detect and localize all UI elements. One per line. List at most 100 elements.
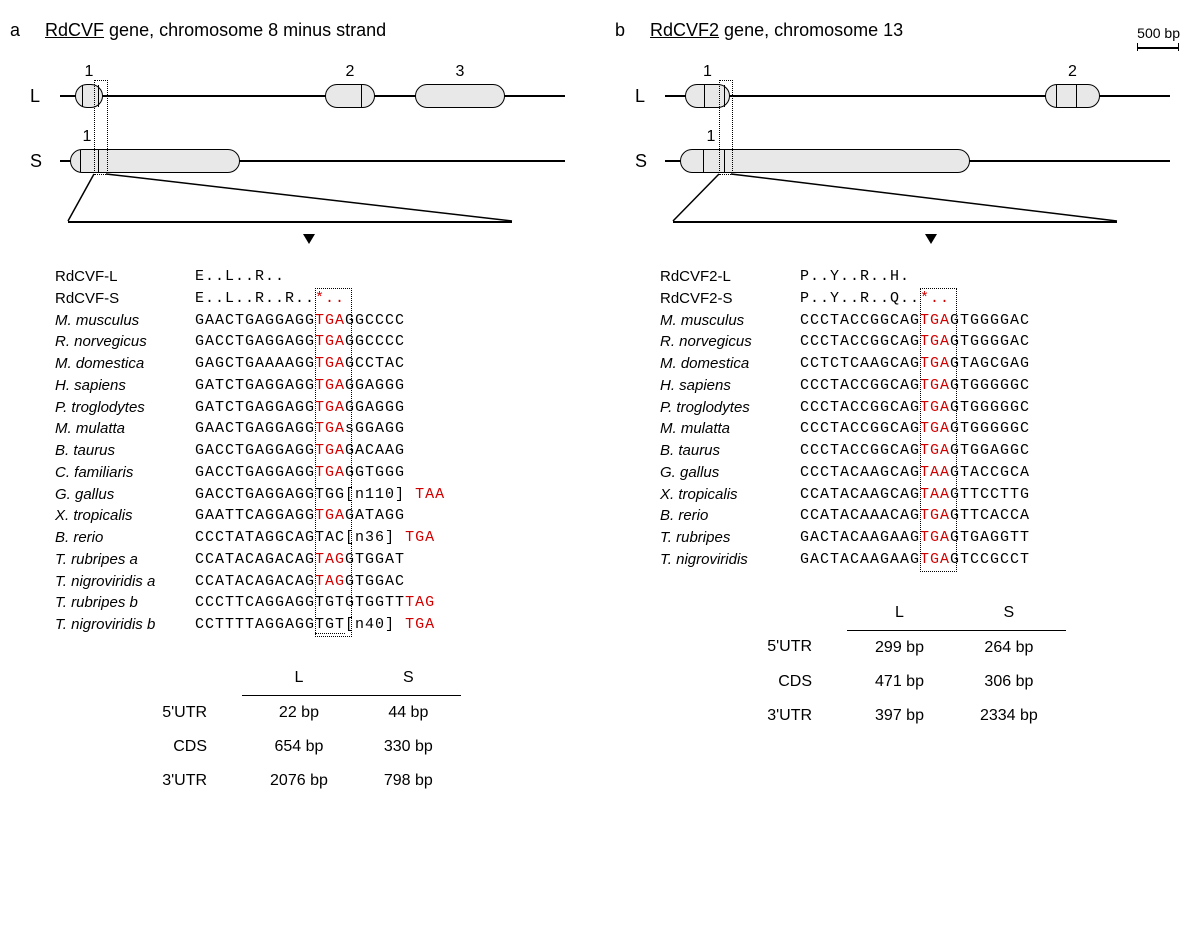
species-name: X. tropicalis (660, 484, 800, 506)
species-row: R. norvegicusCCCTACCGGCAGTGAGTGGGGAC (660, 331, 1190, 353)
species-seq: CCTCTCAAGCAGTGAGTAGCGAG (800, 353, 1030, 375)
species-name: M. mulatta (660, 418, 800, 440)
species-name: M. domestica (55, 353, 195, 375)
species-row: T. rubripes aCCATACAGACAGTAGGTGGAT (55, 549, 585, 571)
species-row: M. mulattaGAACTGAGGAGGTGAsGGAGG (55, 418, 585, 440)
species-name: R. norvegicus (660, 331, 800, 353)
panel-a-header: a RdCVF gene, chromosome 8 minus strand (10, 20, 585, 41)
species-seq: CCCTACCGGCAGTGAGTGGGGAC (800, 331, 1030, 353)
species-row: T. rubripes bCCCTTCAGGAGGTGTGTGGTTTAG (55, 592, 585, 614)
table-row: 3'UTR397 bp2334 bp (739, 699, 1066, 733)
species-row: H. sapiensCCCTACCGGCAGTGAGTGGGGGC (660, 375, 1190, 397)
species-row: X. tropicalisGAATTCAGGAGGTGAGATAGG (55, 505, 585, 527)
zoom-svg-a (10, 56, 585, 256)
species-row: T. rubripesGACTACAAGAAGTGAGTGAGGTT (660, 527, 1190, 549)
species-name: M. domestica (660, 353, 800, 375)
species-row: X. tropicalisCCATACAAGCAGTAAGTTCCTTG (660, 484, 1190, 506)
panel-a: a RdCVF gene, chromosome 8 minus strand … (10, 20, 585, 798)
diagram-b: L 1 2 S 1 (615, 56, 1190, 256)
protein-L-seq: P..Y..R..H. (800, 266, 910, 288)
species-row: M. musculusCCCTACCGGCAGTGAGTGGGGAC (660, 310, 1190, 332)
protein-S-seq: P..Y..R..Q..*.. (800, 288, 950, 310)
row-S: 264 bp (952, 630, 1066, 665)
species-name: B. rerio (660, 505, 800, 527)
row-L: 471 bp (847, 665, 952, 699)
table-a: LS 5'UTR22 bp44 bpCDS654 bp330 bp3'UTR20… (134, 661, 461, 798)
species-name: B. rerio (55, 527, 195, 549)
zoom-svg-b (615, 56, 1190, 256)
panel-b-label: b (615, 20, 625, 41)
panel-a-title: RdCVF gene, chromosome 8 minus strand (45, 20, 386, 41)
triangle-a (303, 234, 315, 244)
species-name: H. sapiens (660, 375, 800, 397)
panel-b-title: RdCVF2 gene, chromosome 13 (650, 20, 903, 41)
species-seq: CCCTACCGGCAGTGAGTGGGGGC (800, 418, 1030, 440)
species-row: M. musculusGAACTGAGGAGGTGAGGCCCC (55, 310, 585, 332)
species-row: H. sapiensGATCTGAGGAGGTGAGGAGGG (55, 375, 585, 397)
species-seq: GAACTGAGGAGGTGAGGCCCC (195, 310, 405, 332)
species-seq: CCATACAAACAGTGAGTTCACCA (800, 505, 1030, 527)
species-seq: CCCTACCGGCAGTGAGTGGGGAC (800, 310, 1030, 332)
species-row: P. troglodytesGATCTGAGGAGGTGAGGAGGG (55, 397, 585, 419)
species-row: M. domesticaCCTCTCAAGCAGTGAGTAGCGAG (660, 353, 1190, 375)
species-row: B. rerioCCCTATAGGCAGTAC[n36] TGA (55, 527, 585, 549)
row-S: 798 bp (356, 764, 461, 798)
row-label: 3'UTR (739, 699, 847, 733)
species-seq: GACCTGAGGAGGTGG[n110] TAA (195, 484, 445, 506)
species-row: C. familiarisGACCTGAGGAGGTGAGGTGGG (55, 462, 585, 484)
species-seq: CCATACAGACAGTAGGTGGAC (195, 571, 405, 593)
species-seq: GAATTCAGGAGGTGAGATAGG (195, 505, 405, 527)
species-seq: GAGCTGAAAAGGTGAGCCTAC (195, 353, 405, 375)
species-name: X. tropicalis (55, 505, 195, 527)
species-name: G. gallus (660, 462, 800, 484)
protein-L-name: RdCVF2-L (660, 266, 800, 288)
species-seq: CCTTTTAGGAGGTGT[n40] TGA (195, 614, 435, 636)
species-seq: CCATACAAGCAGTAAGTTCCTTG (800, 484, 1030, 506)
species-name: H. sapiens (55, 375, 195, 397)
row-label: 5'UTR (134, 695, 242, 730)
protein-row-S: RdCVF2-SP..Y..R..Q..*.. (660, 288, 1190, 310)
species-row: B. taurusGACCTGAGGAGGTGAGACAAG (55, 440, 585, 462)
gene-suffix-b: gene, chromosome 13 (719, 20, 903, 40)
species-row: B. taurusCCCTACCGGCAGTGAGTGGAGGC (660, 440, 1190, 462)
table-row: CDS654 bp330 bp (134, 730, 461, 764)
species-name: M. musculus (660, 310, 800, 332)
protein-S-name: RdCVF2-S (660, 288, 800, 310)
species-row: T. nigroviridisGACTACAAGAAGTGAGTCCGCCT (660, 549, 1190, 571)
zoom-baseline-b (673, 221, 1117, 223)
protein-row-S: RdCVF-SE..L..R..R..*.. (55, 288, 585, 310)
gene-name-b: RdCVF2 (650, 20, 719, 40)
species-row: B. rerioCCATACAAACAGTGAGTTCACCA (660, 505, 1190, 527)
row-S: 44 bp (356, 695, 461, 730)
species-name: T. rubripes (660, 527, 800, 549)
row-label: CDS (134, 730, 242, 764)
protein-row-L: RdCVF-LE..L..R.. (55, 266, 585, 288)
row-L: 2076 bp (242, 764, 356, 798)
species-name: P. troglodytes (55, 397, 195, 419)
row-L: 654 bp (242, 730, 356, 764)
species-seq: CCCTATAGGCAGTAC[n36] TGA (195, 527, 435, 549)
protein-L-seq: E..L..R.. (195, 266, 285, 288)
gene-name-a: RdCVF (45, 20, 104, 40)
row-L: 397 bp (847, 699, 952, 733)
species-name: P. troglodytes (660, 397, 800, 419)
species-row: M. mulattaCCCTACCGGCAGTGAGTGGGGGC (660, 418, 1190, 440)
table-a-col-S: S (356, 661, 461, 696)
figure-container: a RdCVF gene, chromosome 8 minus strand … (10, 20, 1190, 798)
zoom-baseline-a (68, 221, 512, 223)
table-b: LS 5'UTR299 bp264 bpCDS471 bp306 bp3'UTR… (739, 596, 1066, 733)
species-name: B. taurus (55, 440, 195, 462)
table-row: CDS471 bp306 bp (739, 665, 1066, 699)
species-seq: GACCTGAGGAGGTGAGGTGGG (195, 462, 405, 484)
row-L: 22 bp (242, 695, 356, 730)
species-name: M. mulatta (55, 418, 195, 440)
species-seq: GACTACAAGAAGTGAGTCCGCCT (800, 549, 1030, 571)
protein-S-seq: E..L..R..R..*.. (195, 288, 345, 310)
row-label: 3'UTR (134, 764, 242, 798)
species-row: R. norvegicusGACCTGAGGAGGTGAGGCCCC (55, 331, 585, 353)
row-L: 299 bp (847, 630, 952, 665)
diagram-a: L 1 2 3 S (10, 56, 585, 256)
species-seq: GAACTGAGGAGGTGAsGGAGG (195, 418, 405, 440)
species-seq: CCCTACCGGCAGTGAGTGGAGGC (800, 440, 1030, 462)
protein-L-name: RdCVF-L (55, 266, 195, 288)
